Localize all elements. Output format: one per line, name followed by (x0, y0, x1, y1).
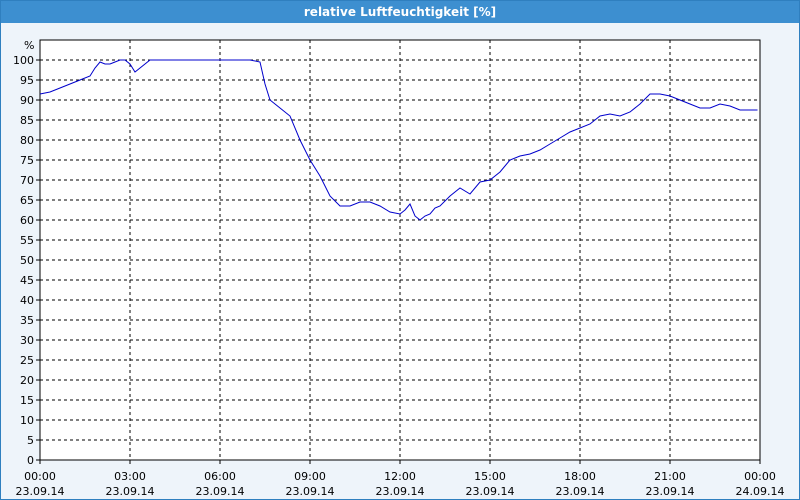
x-tick-date: 23.09.14 (16, 485, 65, 498)
x-tick-date: 23.09.14 (286, 485, 335, 498)
y-axis-label: % (24, 39, 34, 52)
window-title: relative Luftfeuchtigkeit [%] (1, 1, 799, 23)
x-tick-time: 06:00 (204, 470, 236, 483)
y-tick-label: 50 (20, 254, 34, 267)
y-tick-label: 10 (20, 414, 34, 427)
x-tick-date: 23.09.14 (466, 485, 515, 498)
y-tick-label: 70 (20, 174, 34, 187)
y-tick-label: 85 (20, 114, 34, 127)
x-tick-time: 09:00 (294, 470, 326, 483)
x-tick-time: 00:00 (24, 470, 56, 483)
y-tick-label: 95 (20, 74, 34, 87)
y-tick-label: 45 (20, 274, 34, 287)
y-axis-ticks: 0 5 10 15 20 25 30 35 40 45 50 55 60 65 70 75 80 85 90 95 10… (13, 54, 40, 467)
y-tick-label: 20 (20, 374, 34, 387)
y-tick-label: 65 (20, 194, 34, 207)
x-tick-time: 12:00 (384, 470, 416, 483)
x-tick-time: 00:00 (744, 470, 776, 483)
x-tick-time: 21:00 (654, 470, 686, 483)
y-tick-label: 30 (20, 334, 34, 347)
y-tick-label: 100 (13, 54, 34, 67)
x-tick-time: 18:00 (564, 470, 596, 483)
x-tick-date: 23.09.14 (196, 485, 245, 498)
y-tick-label: 75 (20, 154, 34, 167)
y-tick-label: 0 (27, 454, 34, 467)
y-tick-label: 40 (20, 294, 34, 307)
x-tick-date: 23.09.14 (376, 485, 425, 498)
y-tick-label: 15 (20, 394, 34, 407)
x-axis-ticks: 00:00 23.09.14 03:00 23.09.14 06:00 23.09.14 0… (16, 460, 785, 498)
x-tick-time: 03:00 (114, 470, 146, 483)
x-tick-time: 15:00 (474, 470, 506, 483)
series-line (39, 59, 758, 221)
x-tick-date: 23.09.14 (646, 485, 695, 498)
y-tick-label: 35 (20, 314, 34, 327)
y-tick-label: 80 (20, 134, 34, 147)
grid (40, 40, 760, 460)
x-tick-date: 23.09.14 (556, 485, 605, 498)
y-tick-label: 25 (20, 354, 34, 367)
y-tick-label: 5 (27, 434, 34, 447)
y-tick-label: 90 (20, 94, 34, 107)
x-tick-date: 23.09.14 (106, 485, 155, 498)
y-tick-label: 60 (20, 214, 34, 227)
y-tick-label: 55 (20, 234, 34, 247)
x-tick-date: 24.09.14 (736, 485, 785, 498)
